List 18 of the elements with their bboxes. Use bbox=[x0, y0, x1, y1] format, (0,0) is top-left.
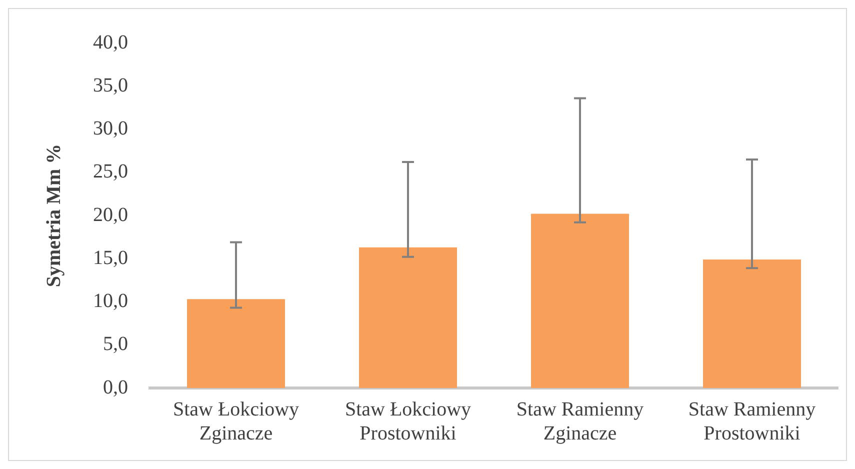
y-tick-label: 35,0 bbox=[93, 74, 128, 96]
y-tick-label: 20,0 bbox=[93, 204, 128, 226]
y-tick-label: 5,0 bbox=[103, 333, 128, 356]
x-tick-label: Staw Ramienny Prostowniki bbox=[688, 398, 816, 444]
y-tick-label: 10,0 bbox=[93, 290, 128, 312]
y-tick-label: 25,0 bbox=[93, 160, 128, 183]
y-tick-label: 40,0 bbox=[93, 31, 128, 54]
bar bbox=[702, 259, 802, 388]
y-tick-label: 0,0 bbox=[103, 376, 128, 398]
x-tick-label: Staw Ramienny Zginacze bbox=[516, 398, 644, 444]
bar bbox=[358, 247, 458, 388]
bar bbox=[530, 214, 630, 388]
x-tick-label: Staw Łokciowy Prostowniki bbox=[344, 398, 472, 444]
y-tick-label: 15,0 bbox=[93, 246, 128, 269]
x-tick-label: Staw Łokciowy Zginacze bbox=[172, 398, 300, 444]
bar bbox=[186, 299, 286, 388]
y-axis-title: Symetria Mm % bbox=[43, 144, 66, 288]
y-tick-label: 30,0 bbox=[93, 118, 128, 140]
